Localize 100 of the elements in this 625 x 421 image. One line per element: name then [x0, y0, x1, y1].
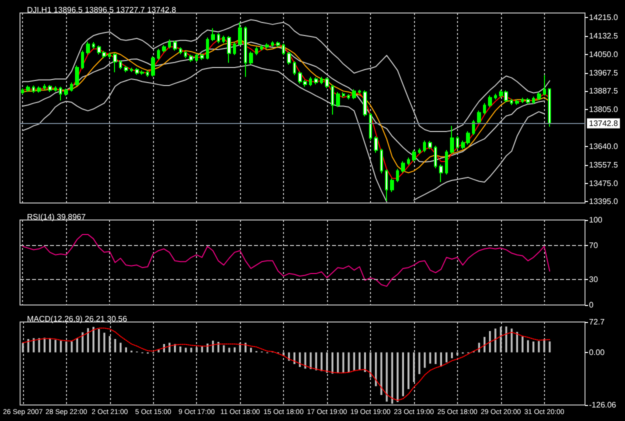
candlestick [130, 67, 133, 72]
candlestick [189, 54, 193, 62]
candlestick [293, 60, 296, 76]
candlestick [374, 136, 378, 154]
y-tick-label: 14215.0 [589, 12, 618, 22]
candlestick [54, 86, 57, 92]
candlestick [510, 98, 513, 106]
candlestick [86, 41, 90, 55]
candlestick [537, 92, 541, 101]
candlestick [179, 46, 182, 55]
candlestick [325, 77, 329, 89]
chart-title: DJI,H1 13896.5 13896.5 13727.7 13742.8 [27, 6, 177, 14]
candlestick [434, 145, 437, 169]
candlestick [59, 86, 62, 101]
y-tick-label: 13475.0 [589, 178, 618, 188]
candlestick [113, 52, 117, 73]
chart-title: RSI(14) 39.8967 [27, 212, 86, 222]
candlestick [342, 92, 345, 98]
candlestick [211, 28, 215, 42]
candlestick [320, 76, 323, 85]
candlestick [48, 84, 52, 92]
candlestick [200, 53, 204, 60]
line-series [22, 234, 550, 287]
candlestick [287, 52, 291, 66]
line-series [22, 328, 550, 401]
candlestick [21, 88, 24, 95]
candlestick [369, 112, 372, 141]
candlestick [390, 178, 394, 193]
y-tick-label: 13967.5 [589, 68, 618, 78]
candlestick [331, 84, 334, 116]
candlestick [151, 56, 155, 77]
y-tick-label: 100 [589, 216, 603, 224]
candlestick [81, 50, 84, 70]
candlestick [396, 168, 399, 183]
ref-line-label: 13742.8 [589, 118, 618, 128]
candlestick [483, 102, 486, 115]
candlestick [488, 95, 492, 108]
candlestick [401, 160, 405, 174]
candlestick [222, 35, 225, 44]
candlestick [515, 99, 519, 106]
candlestick [238, 22, 242, 46]
candlestick [265, 42, 269, 49]
y-tick-label: 0.00 [589, 348, 606, 357]
candlestick [309, 76, 312, 87]
candlestick [445, 150, 448, 176]
candlestick [43, 84, 46, 90]
candlestick [472, 120, 475, 136]
candlestick [217, 32, 220, 44]
candlestick [233, 42, 236, 56]
candlestick [146, 70, 149, 78]
candlestick [184, 50, 187, 59]
candlestick [195, 53, 198, 62]
candlestick [282, 43, 285, 56]
candlestick [532, 96, 535, 104]
candlestick [526, 98, 530, 105]
candlestick [548, 88, 551, 128]
candlestick [26, 84, 30, 92]
candlestick [108, 52, 111, 58]
candlestick [352, 88, 356, 100]
y-tick-label: 13557.5 [589, 160, 618, 170]
candlestick [37, 86, 41, 94]
candlestick [423, 140, 426, 153]
y-tick-label: 14050.0 [589, 50, 618, 59]
y-tick-label: 13805.0 [589, 104, 618, 114]
candlestick [244, 26, 247, 78]
candlestick [119, 60, 122, 70]
candlestick [276, 40, 280, 48]
candlestick [173, 40, 177, 52]
chart-title: MACD(12,26,9) 26.21 30.56 [27, 314, 128, 324]
candlestick [412, 150, 416, 162]
candlestick [255, 46, 258, 56]
candlestick [428, 140, 432, 150]
y-tick-label: 13395.0 [589, 196, 618, 206]
y-tick-label: 70 [589, 241, 598, 250]
candlestick [249, 51, 253, 66]
candlestick [75, 64, 79, 86]
y-tick-label: 14132.5 [589, 31, 618, 40]
candlestick [407, 157, 410, 166]
candlestick [124, 65, 128, 73]
candlestick [70, 82, 73, 92]
y-tick-label: 13640.0 [589, 142, 618, 151]
candlestick [439, 164, 443, 183]
candlestick [162, 44, 166, 53]
candlestick [227, 36, 231, 64]
candlestick [543, 74, 546, 96]
candlestick [450, 125, 454, 154]
candlestick [32, 84, 35, 94]
candlestick [363, 90, 367, 117]
y-tick-label: 13887.5 [589, 86, 618, 96]
candlestick [314, 76, 318, 85]
candlestick [477, 110, 481, 124]
candlestick [64, 88, 68, 96]
candlestick [92, 42, 95, 50]
candlestick [347, 94, 350, 100]
candlestick [521, 97, 524, 104]
candlestick [168, 38, 171, 49]
candlestick [380, 148, 383, 174]
y-tick-label: 72.7 [589, 318, 606, 326]
y-tick-label: -126.06 [589, 400, 617, 410]
candlestick [157, 48, 160, 60]
